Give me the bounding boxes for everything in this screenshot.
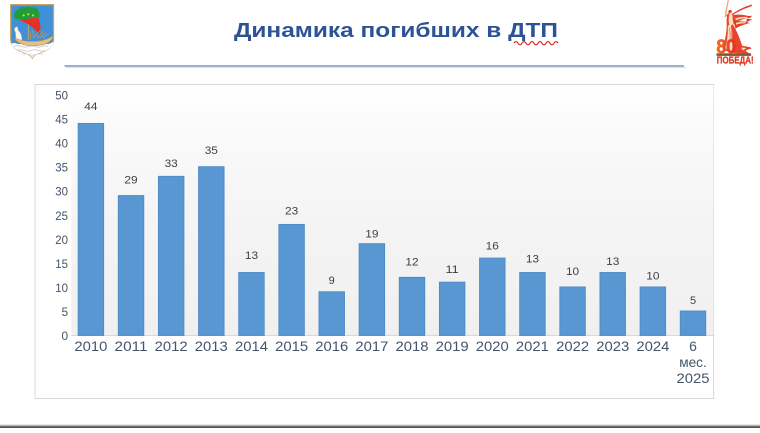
svg-text:13: 13 xyxy=(606,256,619,268)
svg-text:ПОБЕДА!: ПОБЕДА! xyxy=(717,56,754,67)
svg-text:11: 11 xyxy=(446,264,459,276)
svg-text:35: 35 xyxy=(205,145,218,157)
svg-text:13: 13 xyxy=(526,253,539,265)
svg-text:9: 9 xyxy=(329,275,335,287)
svg-text:2013: 2013 xyxy=(195,338,228,354)
svg-text:2017: 2017 xyxy=(355,338,388,354)
svg-text:20: 20 xyxy=(55,233,68,247)
svg-text:50: 50 xyxy=(55,89,68,103)
svg-text:Динамика погибших в ДТП: Динамика погибших в ДТП xyxy=(234,19,558,42)
svg-text:2024: 2024 xyxy=(636,338,669,354)
svg-text:19: 19 xyxy=(365,229,378,241)
svg-text:10: 10 xyxy=(566,266,579,278)
svg-text:12: 12 xyxy=(405,257,418,269)
svg-text:2011: 2011 xyxy=(115,338,148,354)
svg-text:30: 30 xyxy=(55,185,68,199)
svg-text:5: 5 xyxy=(61,305,68,319)
svg-text:2015: 2015 xyxy=(275,338,308,354)
svg-text:15: 15 xyxy=(55,257,68,271)
svg-text:80: 80 xyxy=(716,36,736,58)
svg-text:2018: 2018 xyxy=(396,338,429,354)
svg-text:2023: 2023 xyxy=(596,338,629,354)
svg-text:40: 40 xyxy=(55,137,68,151)
svg-text:23: 23 xyxy=(285,205,298,217)
svg-text:35: 35 xyxy=(55,161,68,175)
svg-text:2012: 2012 xyxy=(155,338,188,354)
svg-text:2010: 2010 xyxy=(74,338,107,354)
svg-text:29: 29 xyxy=(124,175,137,187)
svg-text:44: 44 xyxy=(84,101,97,113)
svg-text:2021: 2021 xyxy=(516,338,549,354)
svg-text:13: 13 xyxy=(245,250,258,262)
svg-text:0: 0 xyxy=(61,329,68,343)
svg-text:10: 10 xyxy=(55,281,68,295)
svg-text:2014: 2014 xyxy=(235,338,268,354)
svg-text:2022: 2022 xyxy=(556,338,589,354)
svg-text:2016: 2016 xyxy=(315,338,348,354)
svg-text:5: 5 xyxy=(690,295,696,307)
svg-text:10: 10 xyxy=(646,271,659,283)
svg-text:33: 33 xyxy=(165,158,178,170)
svg-text:25: 25 xyxy=(55,209,68,223)
svg-text:2020: 2020 xyxy=(476,338,509,354)
svg-text:16: 16 xyxy=(486,241,499,253)
svg-text:45: 45 xyxy=(55,113,68,127)
svg-text:2019: 2019 xyxy=(436,338,469,354)
